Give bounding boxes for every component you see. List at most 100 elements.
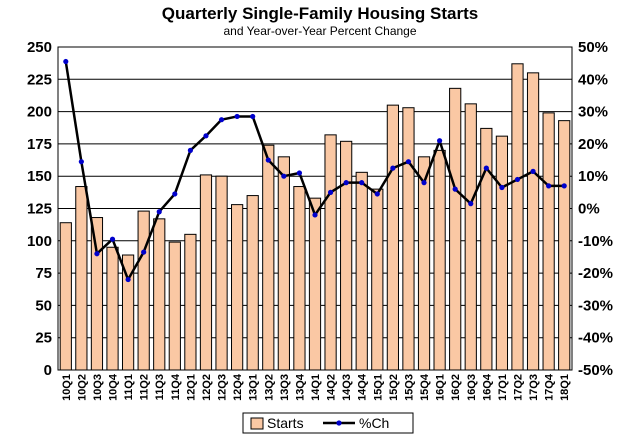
pct-change-point [374,191,380,197]
pct-change-point [390,165,396,171]
bar-starts [371,188,384,371]
bar-starts [402,107,415,371]
x-axis-tick-label: 10Q1 [61,374,73,401]
pct-change-point [405,159,412,165]
x-axis-tick-label: 13Q2 [263,374,275,401]
pct-change-point [94,251,100,257]
bar-starts [449,87,462,371]
pct-change-point [546,183,552,189]
bar-starts [293,186,306,371]
right-axis-tick-label: 30% [578,104,608,121]
right-axis-tick-label: 50% [578,39,608,56]
pct-change-point [312,212,318,218]
pct-change-point [421,180,427,186]
x-axis-tick-label: 14Q2 [326,374,338,401]
bar-starts [121,254,135,371]
legend-swatch-pct-marker [336,420,342,426]
left-axis-tick-label: 0 [44,362,52,379]
legend-swatch-starts [250,417,264,430]
pct-change-point [203,133,209,139]
bar-starts [215,175,228,371]
x-axis-tick-label: 17Q2 [512,374,524,401]
x-axis-tick-label: 13Q3 [279,374,291,401]
pct-change-point [359,180,365,186]
chart-title: Quarterly Single-Family Housing Starts [161,4,479,23]
pct-change-point [343,180,349,186]
pct-change-point [187,147,193,153]
x-axis-tick-label: 15Q3 [403,374,415,401]
x-axis-tick-label: 11Q1 [123,374,135,400]
x-axis-tick-label: 14Q4 [357,373,369,401]
left-axis-tick-label: 125 [27,201,52,218]
bar-starts [262,144,275,371]
x-axis-tick-label: 17Q4 [544,373,556,401]
pct-change-point [218,117,225,123]
pct-change-point [296,170,303,176]
x-axis-tick-label: 12Q2 [201,374,213,401]
pct-change-point [561,183,567,189]
x-axis-tick-label: 12Q1 [185,374,197,401]
x-axis-tick-label: 16Q2 [450,374,462,401]
bar-starts [542,112,555,371]
bar-starts [199,174,213,371]
pct-change-point [281,173,287,179]
pct-change-point [234,113,240,120]
bar-starts [480,127,493,371]
x-axis-tick-label: 11Q4 [170,373,182,400]
bar-starts [231,204,244,371]
legend-label-starts: Starts [267,415,304,431]
pct-change-point [109,236,116,242]
left-axis-tick-label: 50 [35,297,52,314]
x-axis-tick-label: 16Q1 [435,374,447,401]
pct-change-point [468,201,474,207]
bar-starts [417,156,431,371]
bar-starts [153,218,166,371]
pct-change-point [327,189,334,195]
bar-starts [433,149,446,371]
bar-starts [386,104,399,371]
x-axis-tick-label: 10Q3 [92,374,104,401]
bar-starts [277,156,290,371]
pct-change-point [141,249,147,255]
x-axis-tick-label: 17Q1 [497,374,509,401]
x-axis-tick-label: 11Q3 [154,374,166,400]
pct-change-point [63,58,69,65]
x-axis-tick-label: 15Q4 [419,373,431,401]
bar-starts [90,217,104,371]
pct-change-point [483,165,489,171]
x-axis-tick-label: 14Q3 [341,374,353,401]
right-axis-tick-label: -50% [578,362,613,379]
right-axis-tick-label: 0% [578,201,600,218]
pct-change-point [156,209,162,215]
x-axis-tick-label: 12Q3 [217,374,229,401]
bar-starts [511,63,524,371]
pct-change-point [499,184,505,191]
left-axis-tick-label: 175 [27,136,52,153]
x-axis-tick-label: 10Q4 [108,373,120,401]
bar-starts [355,171,368,371]
bar-starts [246,195,259,371]
bar-starts [168,241,181,371]
x-axis-tick-label: 13Q4 [294,373,306,401]
x-axis-tick-label: 10Q2 [76,374,88,401]
left-axis-tick-label: 100 [27,233,52,250]
left-axis-tick-label: 150 [27,168,52,185]
left-axis-tick-label: 250 [27,39,52,56]
bar-starts [106,246,119,371]
left-axis-tick-label: 225 [27,71,52,88]
x-axis-tick-label: 12Q4 [232,373,244,401]
bar-starts [324,134,337,371]
right-axis-tick-label: 20% [578,136,608,153]
pct-change-point [530,168,536,174]
pct-change-point [437,138,443,144]
x-axis-tick-label: 11Q2 [139,374,151,400]
pct-change-point [265,157,271,163]
left-axis-tick-label: 25 [35,330,52,347]
right-axis-tick-label: -30% [578,297,613,314]
bar-starts [464,103,477,371]
right-axis-tick-label: -20% [578,265,613,282]
x-axis-tick-label: 18Q1 [559,374,571,401]
x-axis-tick-label: 16Q3 [466,374,478,401]
left-axis-tick-label: 200 [27,104,52,121]
